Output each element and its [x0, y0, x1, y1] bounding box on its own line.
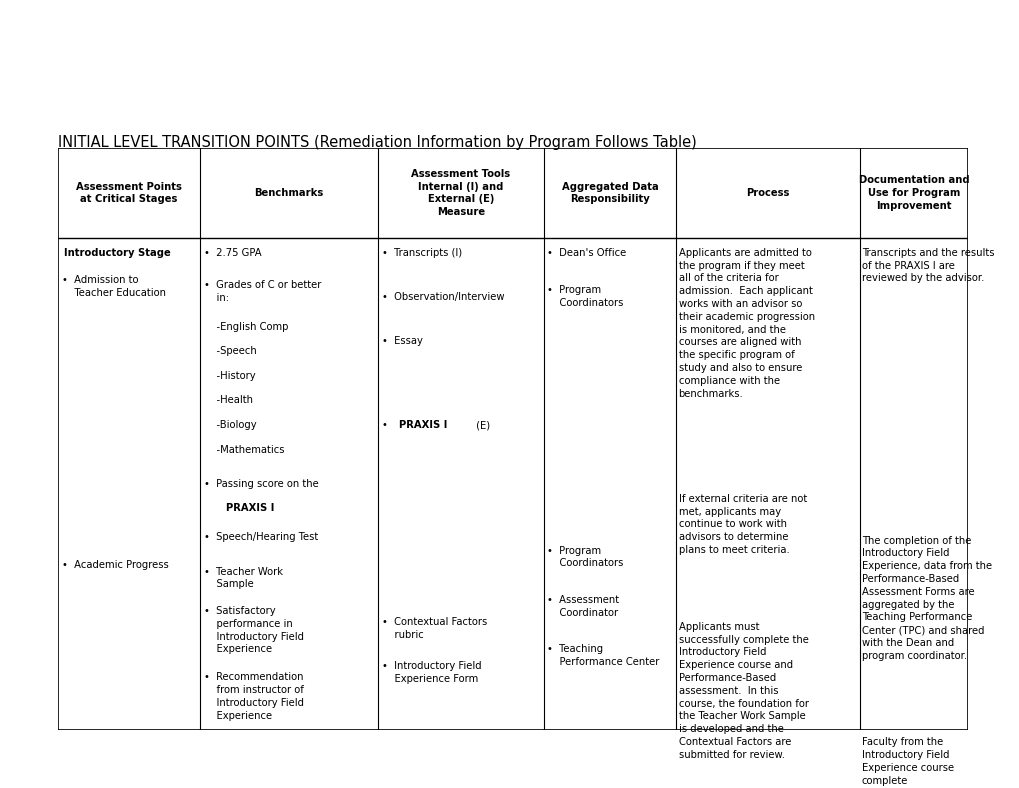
Text: -Health: -Health: [204, 396, 253, 406]
Text: •  Grades of C or better
    in:: • Grades of C or better in:: [204, 280, 321, 303]
Text: (E): (E): [473, 420, 490, 430]
Text: -Mathematics: -Mathematics: [204, 444, 284, 455]
Text: Applicants must
successfully complete the
Introductory Field
Experience course a: Applicants must successfully complete th…: [678, 622, 808, 760]
Text: •  Essay: • Essay: [381, 336, 423, 347]
Text: •  Assessment
    Coordinator: • Assessment Coordinator: [546, 595, 619, 618]
Text: Applicants are admitted to
the program if they meet
all of the criteria for
admi: Applicants are admitted to the program i…: [678, 248, 814, 399]
Text: Documentation and
Use for Program
Improvement: Documentation and Use for Program Improv…: [858, 175, 968, 211]
Text: •  Admission to
    Teacher Education: • Admission to Teacher Education: [62, 275, 166, 298]
Text: -Speech: -Speech: [204, 346, 257, 356]
Text: •  Contextual Factors
    rubric: • Contextual Factors rubric: [381, 617, 487, 640]
Text: If external criteria are not
met, applicants may
continue to work with
advisors : If external criteria are not met, applic…: [678, 494, 806, 555]
Text: -English Comp: -English Comp: [204, 322, 288, 332]
Text: Transcripts and the results
of the PRAXIS I are
reviewed by the advisor.: Transcripts and the results of the PRAXI…: [861, 248, 994, 284]
Text: •  Observation/Interview: • Observation/Interview: [381, 292, 504, 302]
Text: PRAXIS I: PRAXIS I: [398, 420, 446, 430]
Text: •  Teaching
    Performance Center: • Teaching Performance Center: [546, 644, 658, 667]
Text: •  Passing score on the: • Passing score on the: [204, 479, 319, 489]
Text: •  Transcripts (I): • Transcripts (I): [381, 248, 462, 258]
Text: Assessment Tools
Internal (I) and
External (E)
Measure: Assessment Tools Internal (I) and Extern…: [411, 169, 511, 217]
Text: INITIAL LEVEL TRANSITION POINTS (Remediation Information by Program Follows Tabl: INITIAL LEVEL TRANSITION POINTS (Remedia…: [58, 135, 696, 150]
Text: •  Program
    Coordinators: • Program Coordinators: [546, 284, 623, 307]
Text: Benchmarks: Benchmarks: [254, 188, 323, 198]
Text: •  Satisfactory
    performance in
    Introductory Field
    Experience: • Satisfactory performance in Introducto…: [204, 606, 304, 654]
Text: The completion of the
Introductory Field
Experience, data from the
Performance-B: The completion of the Introductory Field…: [861, 536, 990, 661]
Text: •  2.75 GPA: • 2.75 GPA: [204, 248, 262, 258]
Text: -Biology: -Biology: [204, 420, 257, 430]
Text: •  Academic Progress: • Academic Progress: [62, 560, 169, 571]
Text: Process: Process: [746, 188, 789, 198]
Text: Faculty from the
Introductory Field
Experience course
complete: Faculty from the Introductory Field Expe…: [861, 738, 953, 786]
Text: •: •: [381, 420, 393, 430]
Text: •  Teacher Work
    Sample: • Teacher Work Sample: [204, 567, 283, 589]
Text: Introductory Stage: Introductory Stage: [63, 248, 170, 258]
Text: •  Program
    Coordinators: • Program Coordinators: [546, 545, 623, 568]
Text: •  Recommendation
    from instructor of
    Introductory Field
    Experience: • Recommendation from instructor of Intr…: [204, 672, 304, 721]
Text: -History: -History: [204, 371, 256, 381]
Text: •  Dean's Office: • Dean's Office: [546, 248, 626, 258]
Text: Aggregated Data
Responsibility: Aggregated Data Responsibility: [561, 181, 657, 204]
Text: •  Speech/Hearing Test: • Speech/Hearing Test: [204, 532, 318, 542]
Text: Assessment Points
at Critical Stages: Assessment Points at Critical Stages: [76, 181, 181, 204]
Text: PRAXIS I: PRAXIS I: [225, 503, 274, 513]
Text: •  Introductory Field
    Experience Form: • Introductory Field Experience Form: [381, 661, 481, 684]
